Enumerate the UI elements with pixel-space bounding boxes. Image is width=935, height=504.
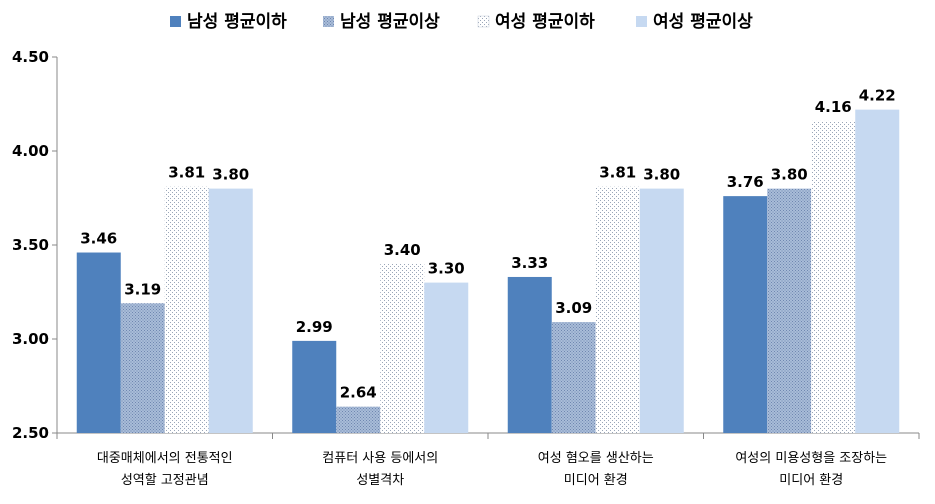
legend-label: 남성 평균이하	[187, 12, 287, 32]
y-tick-label: 3.50	[12, 236, 49, 254]
data-labels: 3.46 3.19 3.81 3.80 2.99 2.64 3.40 3.30 3.33 3.09…	[80, 87, 896, 402]
bar	[639, 188, 684, 433]
data-label: 3.30	[428, 260, 465, 278]
y-tick-label: 2.50	[12, 424, 49, 442]
data-label: 3.46	[80, 230, 117, 248]
legend-label: 여성 평균이상	[653, 12, 753, 32]
legend-swatch	[170, 16, 181, 27]
bar	[336, 406, 381, 433]
y-tick-label: 3.00	[12, 330, 49, 348]
bars	[76, 109, 900, 434]
data-label: 4.22	[859, 87, 896, 105]
data-label: 4.16	[815, 98, 852, 116]
bar	[551, 322, 596, 433]
data-label: 3.33	[511, 254, 548, 272]
bar	[292, 340, 337, 433]
legend-swatch	[323, 16, 334, 27]
bar	[120, 303, 165, 433]
data-label: 3.80	[643, 166, 680, 184]
legend-swatch	[477, 15, 490, 28]
category-label: 여성의 미용성형을 조장하는	[735, 451, 887, 466]
bar	[595, 186, 640, 433]
y-tick-label: 4.50	[12, 48, 49, 66]
data-label: 3.76	[727, 173, 764, 191]
category-label: 미디어 환경	[779, 473, 843, 488]
category-label: 성역할 고정관념	[121, 473, 209, 488]
legend: 남성 평균이하 남성 평균이상 여성 평균이하 여성 평균이상	[170, 12, 753, 32]
data-label: 3.40	[384, 241, 421, 259]
legend-swatch	[636, 16, 647, 27]
data-label: 3.81	[168, 164, 205, 182]
legend-label: 남성 평균이상	[340, 12, 440, 32]
y-tick-label: 4.00	[12, 142, 49, 160]
bar	[855, 109, 900, 433]
bar	[767, 188, 812, 433]
bar	[811, 120, 856, 434]
category-label: 대중매체에서의 전통적인	[97, 451, 233, 466]
bar	[164, 186, 209, 433]
data-label: 3.09	[555, 299, 592, 317]
category-label: 여성 혐오를 생산하는	[538, 451, 654, 466]
category-label: 성별격차	[356, 473, 404, 488]
bar	[380, 263, 425, 433]
bar	[723, 196, 768, 433]
category-label: 미디어 환경	[564, 473, 628, 488]
data-label: 2.64	[340, 384, 377, 402]
data-label: 3.80	[771, 166, 808, 184]
legend-label: 여성 평균이하	[495, 12, 595, 32]
category-label: 컴퓨터 사용 등에서의	[322, 451, 438, 466]
data-label: 3.19	[124, 280, 161, 298]
bar	[507, 276, 552, 433]
bar	[424, 282, 469, 433]
bar	[208, 188, 253, 433]
data-label: 3.81	[599, 164, 636, 182]
data-label: 2.99	[296, 318, 333, 336]
data-label: 3.80	[212, 166, 249, 184]
bar	[76, 252, 121, 433]
